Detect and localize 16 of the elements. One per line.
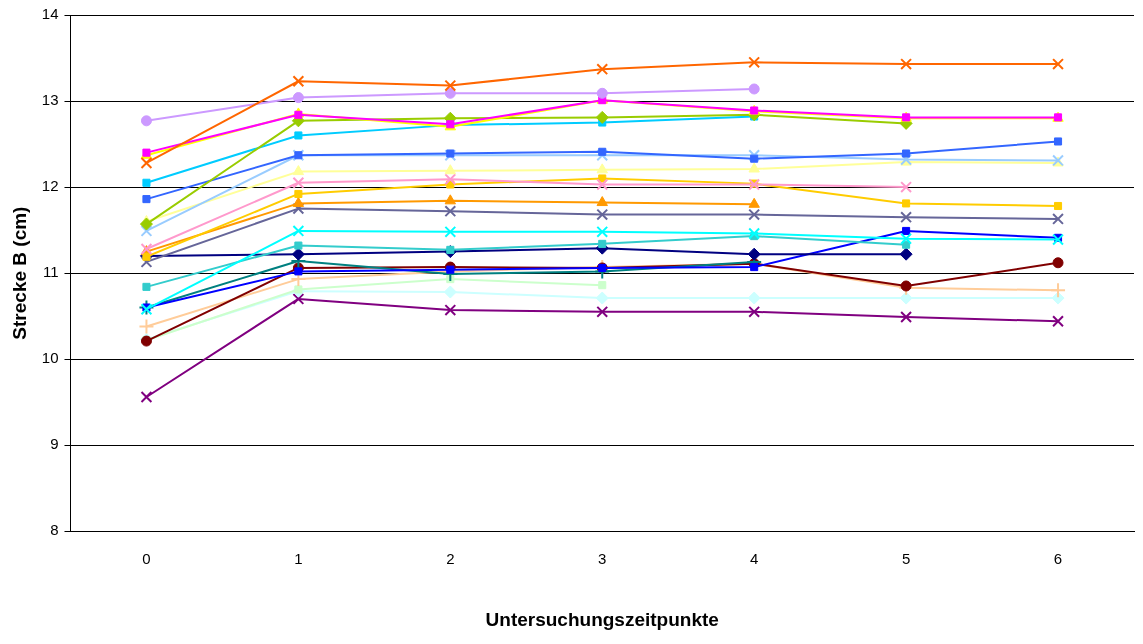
- y-tick-label: 10: [41, 349, 59, 367]
- y-tick-label: 13: [41, 91, 59, 109]
- x-tick-label: 2: [446, 550, 455, 568]
- x-tick-label: 6: [1053, 550, 1063, 568]
- x-tick-label: 0: [142, 550, 151, 568]
- x-tick-label: 4: [750, 550, 759, 568]
- y-axis-title: Strecke B (cm): [8, 206, 30, 340]
- y-tick-label: 8: [50, 521, 59, 539]
- x-axis-title: Untersuchungszeitpunkte: [485, 608, 719, 630]
- y-tick-label: 12: [41, 177, 59, 195]
- x-tick-label: 3: [598, 550, 607, 568]
- x-tick-label: 5: [901, 550, 911, 568]
- y-tick-label: 14: [41, 5, 59, 23]
- y-tick-label: 11: [42, 263, 59, 281]
- x-tick-label: 1: [294, 550, 303, 568]
- y-tick-label: 9: [50, 435, 59, 453]
